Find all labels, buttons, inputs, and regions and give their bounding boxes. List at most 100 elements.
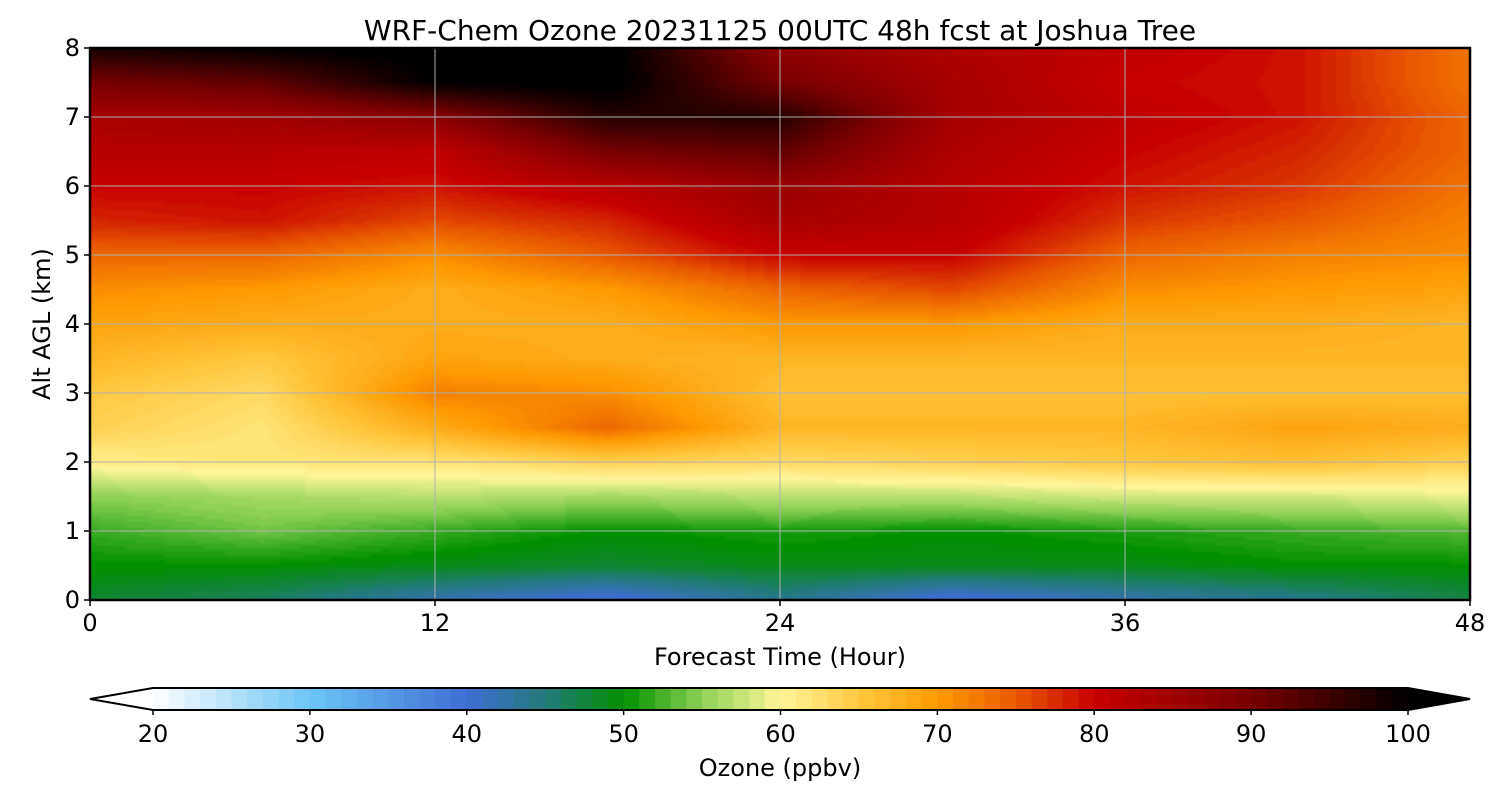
colorbar-band bbox=[168, 688, 185, 710]
colorbar-extend-max bbox=[1408, 688, 1470, 710]
colorbar-band bbox=[215, 688, 233, 710]
colorbar-tick-label: 40 bbox=[451, 720, 482, 748]
colorbar-band bbox=[341, 688, 358, 710]
colorbar-band bbox=[1329, 688, 1346, 710]
colorbar-band bbox=[874, 688, 891, 710]
colorbar-label: Ozone (ppbv) bbox=[699, 754, 861, 782]
grid-lines bbox=[90, 48, 1470, 600]
colorbar-band bbox=[890, 688, 907, 710]
colorbar-band bbox=[1031, 688, 1048, 710]
colorbar-band bbox=[325, 688, 342, 710]
colorbar-band bbox=[1313, 688, 1331, 710]
colorbar-band bbox=[200, 688, 217, 710]
colorbar-extend-min bbox=[90, 688, 153, 710]
colorbar-band bbox=[419, 688, 436, 710]
colorbar-tick-label: 100 bbox=[1385, 720, 1431, 748]
colorbar-band bbox=[607, 688, 625, 710]
x-tick-label: 0 bbox=[82, 609, 97, 637]
colorbar-band bbox=[1345, 688, 1362, 710]
colorbar-tick-label: 90 bbox=[1236, 720, 1267, 748]
y-axis-ticks: 0 1 2 3 4 5 6 7 8 bbox=[65, 34, 90, 614]
colorbar-band bbox=[639, 688, 656, 710]
colorbar-band bbox=[388, 688, 405, 710]
colorbar-band bbox=[1251, 688, 1268, 710]
colorbar-band bbox=[1235, 688, 1252, 710]
colorbar-band bbox=[1266, 688, 1284, 710]
plot-area bbox=[88, 46, 1472, 602]
colorbar-band bbox=[1094, 688, 1111, 710]
colorbar-band bbox=[560, 688, 578, 710]
colorbar-band bbox=[1376, 688, 1393, 710]
y-tick-label: 6 bbox=[65, 172, 80, 200]
colorbar-band bbox=[153, 688, 170, 710]
colorbar-band bbox=[843, 688, 860, 710]
chart-title: WRF-Chem Ozone 20231125 00UTC 48h fcst a… bbox=[364, 14, 1196, 47]
x-tick-label: 48 bbox=[1455, 609, 1486, 637]
colorbar-tick-label: 30 bbox=[295, 720, 326, 748]
y-tick-label: 0 bbox=[65, 586, 80, 614]
colorbar-band bbox=[1219, 688, 1237, 710]
colorbar-band bbox=[906, 688, 923, 710]
colorbar-band bbox=[513, 688, 531, 710]
colorbar-band bbox=[764, 688, 782, 710]
x-axis-label: Forecast Time (Hour) bbox=[654, 643, 906, 671]
colorbar-band bbox=[670, 688, 687, 710]
colorbar-band bbox=[451, 688, 468, 710]
colorbar-band bbox=[278, 688, 295, 710]
colorbar-band bbox=[576, 688, 593, 710]
colorbar-band bbox=[749, 688, 766, 710]
colorbar-band bbox=[1047, 688, 1064, 710]
colorbar-band bbox=[827, 688, 844, 710]
colorbar-band bbox=[1360, 688, 1378, 710]
colorbar-ticks: 20 30 40 50 60 70 80 90 100 bbox=[138, 710, 1431, 748]
colorbar: 20 30 40 50 60 70 80 90 100 Ozone (ppbv) bbox=[89, 687, 1471, 782]
colorbar-band bbox=[702, 688, 719, 710]
y-tick-label: 1 bbox=[65, 517, 80, 545]
y-axis-label: Alt AGL (km) bbox=[28, 248, 56, 400]
y-tick-label: 3 bbox=[65, 379, 80, 407]
colorbar-bands bbox=[90, 688, 1470, 710]
y-tick-label: 2 bbox=[65, 448, 80, 476]
colorbar-band bbox=[733, 688, 750, 710]
x-tick-label: 12 bbox=[420, 609, 451, 637]
colorbar-band bbox=[1392, 688, 1409, 710]
colorbar-band bbox=[184, 688, 201, 710]
x-tick-label: 36 bbox=[1110, 609, 1141, 637]
colorbar-band bbox=[1188, 688, 1205, 710]
colorbar-tick-label: 50 bbox=[608, 720, 639, 748]
x-axis-ticks: 0 12 24 36 48 bbox=[82, 600, 1485, 637]
colorbar-band bbox=[294, 688, 311, 710]
colorbar-band bbox=[1141, 688, 1158, 710]
colorbar-band bbox=[466, 688, 484, 710]
colorbar-band bbox=[811, 688, 829, 710]
colorbar-band bbox=[435, 688, 452, 710]
colorbar-tick-label: 60 bbox=[765, 720, 796, 748]
colorbar-band bbox=[1062, 688, 1080, 710]
colorbar-band bbox=[1015, 688, 1033, 710]
colorbar-band bbox=[1204, 688, 1221, 710]
colorbar-band bbox=[686, 688, 703, 710]
colorbar-band bbox=[545, 688, 562, 710]
colorbar-tick-label: 70 bbox=[922, 720, 953, 748]
colorbar-band bbox=[780, 688, 797, 710]
colorbar-band bbox=[404, 688, 421, 710]
colorbar-band bbox=[968, 688, 986, 710]
colorbar-tick-label: 20 bbox=[138, 720, 169, 748]
colorbar-band bbox=[717, 688, 735, 710]
y-tick-label: 8 bbox=[65, 34, 80, 62]
colorbar-band bbox=[231, 688, 248, 710]
colorbar-band bbox=[796, 688, 813, 710]
colorbar-band bbox=[1078, 688, 1095, 710]
colorbar-band bbox=[372, 688, 389, 710]
y-tick-label: 4 bbox=[65, 310, 80, 338]
colorbar-band bbox=[937, 688, 954, 710]
colorbar-band bbox=[592, 688, 609, 710]
colorbar-band bbox=[953, 688, 970, 710]
colorbar-band bbox=[1298, 688, 1315, 710]
colorbar-band bbox=[1172, 688, 1189, 710]
y-tick-label: 7 bbox=[65, 103, 80, 131]
colorbar-band bbox=[655, 688, 672, 710]
colorbar-band bbox=[921, 688, 938, 710]
x-tick-label: 24 bbox=[765, 609, 796, 637]
